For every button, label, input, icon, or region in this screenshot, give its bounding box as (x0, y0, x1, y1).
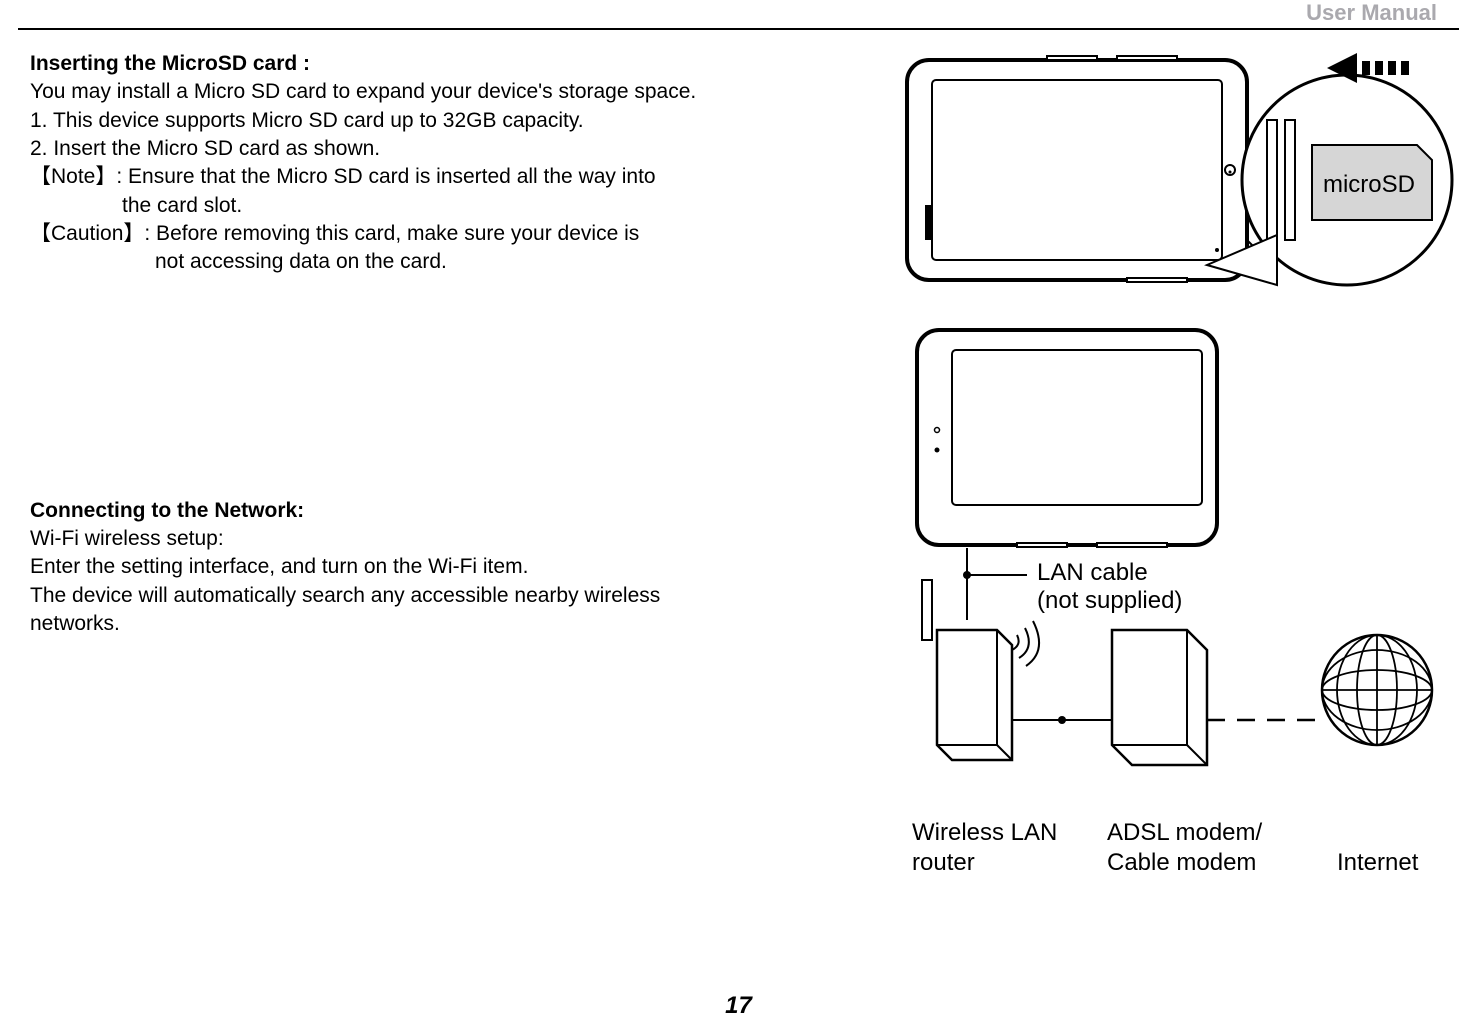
section2-sub: Wi-Fi wireless setup: (30, 525, 730, 553)
section1-note: 【Note】: Ensure that the Micro SD card is… (30, 163, 730, 191)
diagram-area: microSD LAN cable (not s (897, 50, 1457, 950)
modem-label1: ADSL modem/ (1107, 819, 1263, 846)
note-text1: : Ensure that the Micro SD card is inser… (116, 165, 655, 188)
section2-line1: Enter the setting interface, and turn on… (30, 553, 730, 581)
modem-label2: Cable modem (1107, 849, 1256, 876)
section1-intro: You may install a Micro SD card to expan… (30, 78, 730, 106)
router-modem-dot-icon (1058, 716, 1066, 724)
header-label: User Manual (1306, 0, 1437, 26)
tablet-top-icon (907, 56, 1247, 282)
section2: Connecting to the Network: Wi-Fi wireles… (30, 497, 730, 639)
note-label: 【Note】 (30, 165, 116, 188)
section2-line3: networks. (30, 610, 730, 638)
lan-cable-label1: LAN cable (1037, 559, 1148, 586)
section1-item2: 2. Insert the Micro SD card as shown. (30, 135, 730, 163)
section1-caution: 【Caution】: Before removing this card, ma… (30, 220, 730, 248)
lan-cable-label2: (not supplied) (1037, 587, 1182, 614)
tablet-bottom-icon (917, 330, 1217, 547)
caution-text2: not accessing data on the card. (30, 248, 730, 276)
left-text-column: Inserting the MicroSD card : You may ins… (30, 50, 730, 638)
section1-item1: 1. This device supports Micro SD card up… (30, 107, 730, 135)
page-number: 17 (0, 992, 1477, 1020)
globe-icon (1322, 635, 1432, 745)
internet-label: Internet (1337, 849, 1419, 876)
router-icon (922, 580, 1039, 760)
note-text2: the card slot. (30, 192, 730, 220)
microsd-label: microSD (1323, 171, 1415, 198)
caution-text1: : Before removing this card, make sure y… (144, 222, 639, 245)
section2-line2: The device will automatically search any… (30, 582, 730, 610)
router-label1: Wireless LAN (912, 819, 1057, 846)
header-divider (18, 28, 1459, 30)
diagram-svg: microSD LAN cable (not s (897, 50, 1457, 950)
router-label2: router (912, 849, 975, 876)
modem-icon (1112, 630, 1207, 765)
section2-title: Connecting to the Network: (30, 497, 730, 525)
section1-title: Inserting the MicroSD card : (30, 50, 730, 78)
caution-label: 【Caution】 (30, 222, 144, 245)
